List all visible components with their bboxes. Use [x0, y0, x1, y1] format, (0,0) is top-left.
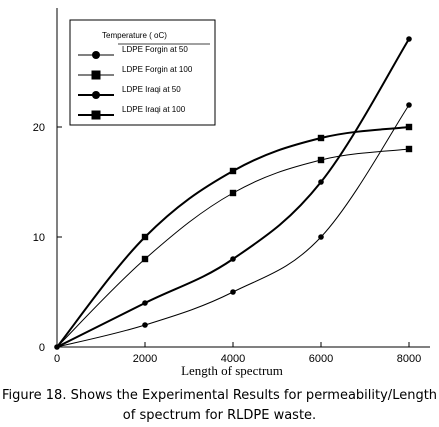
y-tick-label: 10: [33, 232, 45, 244]
x-tick-label: 0: [54, 353, 60, 365]
series-1-point: [406, 102, 412, 108]
series-4-point: [317, 134, 325, 142]
series-1-point: [142, 322, 148, 328]
origin-point: [54, 344, 60, 350]
series-2-point: [141, 255, 149, 263]
series-3-point: [406, 36, 412, 42]
legend-items: LDPE Forgin at 50 LDPE Forgin at 100 LDPE …: [78, 45, 193, 120]
series-1-point: [318, 234, 324, 240]
legend-title: Temperature ( oC): [102, 31, 167, 40]
x-tick-label: 8000: [397, 353, 421, 365]
series-line-2: [56, 148, 410, 348]
series-3-point: [318, 179, 324, 185]
x-tick-label: 2000: [133, 353, 157, 365]
axes: [56, 8, 430, 348]
series-line-3: [56, 38, 410, 348]
series-4-point: [229, 167, 237, 175]
series-2-point: [317, 156, 325, 164]
series-2-point: [405, 145, 413, 153]
legend-marker: [92, 91, 100, 99]
series-4-point: [405, 123, 413, 131]
series-3-point: [142, 300, 148, 306]
x-axis-label: Length of spectrum: [181, 363, 283, 378]
markers-layer: [54, 36, 413, 350]
legend-label: LDPE Forgin at 100: [122, 65, 193, 74]
caption-line-2: of spectrum for RLDPE waste.: [122, 408, 317, 423]
legend-marker: [91, 110, 101, 120]
legend-label: LDPE Iraqi at 50: [122, 85, 181, 94]
series-3-point: [230, 256, 236, 262]
legend-marker: [92, 51, 100, 59]
x-tick-label: 6000: [309, 353, 333, 365]
series-layer: [56, 38, 410, 348]
ticks: 0 2000 4000 6000 8000 0 10 20: [33, 122, 421, 365]
legend-label: LDPE Forgin at 50: [122, 45, 188, 54]
figure-caption: Figure 18. Shows the Experimental Result…: [0, 386, 439, 426]
y-tick-label: 0: [39, 342, 45, 354]
caption-line-1: Figure 18. Shows the Experimental Result…: [1, 388, 438, 403]
x-tick-label: 4000: [221, 353, 245, 365]
series-4-point: [141, 233, 149, 241]
series-line-4: [56, 126, 410, 348]
legend-marker: [91, 70, 101, 80]
legend: Temperature ( oC) LDPE Forgin at 50LDPE …: [69, 19, 216, 126]
series-2-point: [229, 189, 237, 197]
series-1-point: [230, 289, 236, 295]
series-line-1: [56, 104, 410, 348]
y-tick-label: 20: [33, 122, 45, 134]
legend-label: LDPE Iraqi at 100: [122, 105, 186, 114]
